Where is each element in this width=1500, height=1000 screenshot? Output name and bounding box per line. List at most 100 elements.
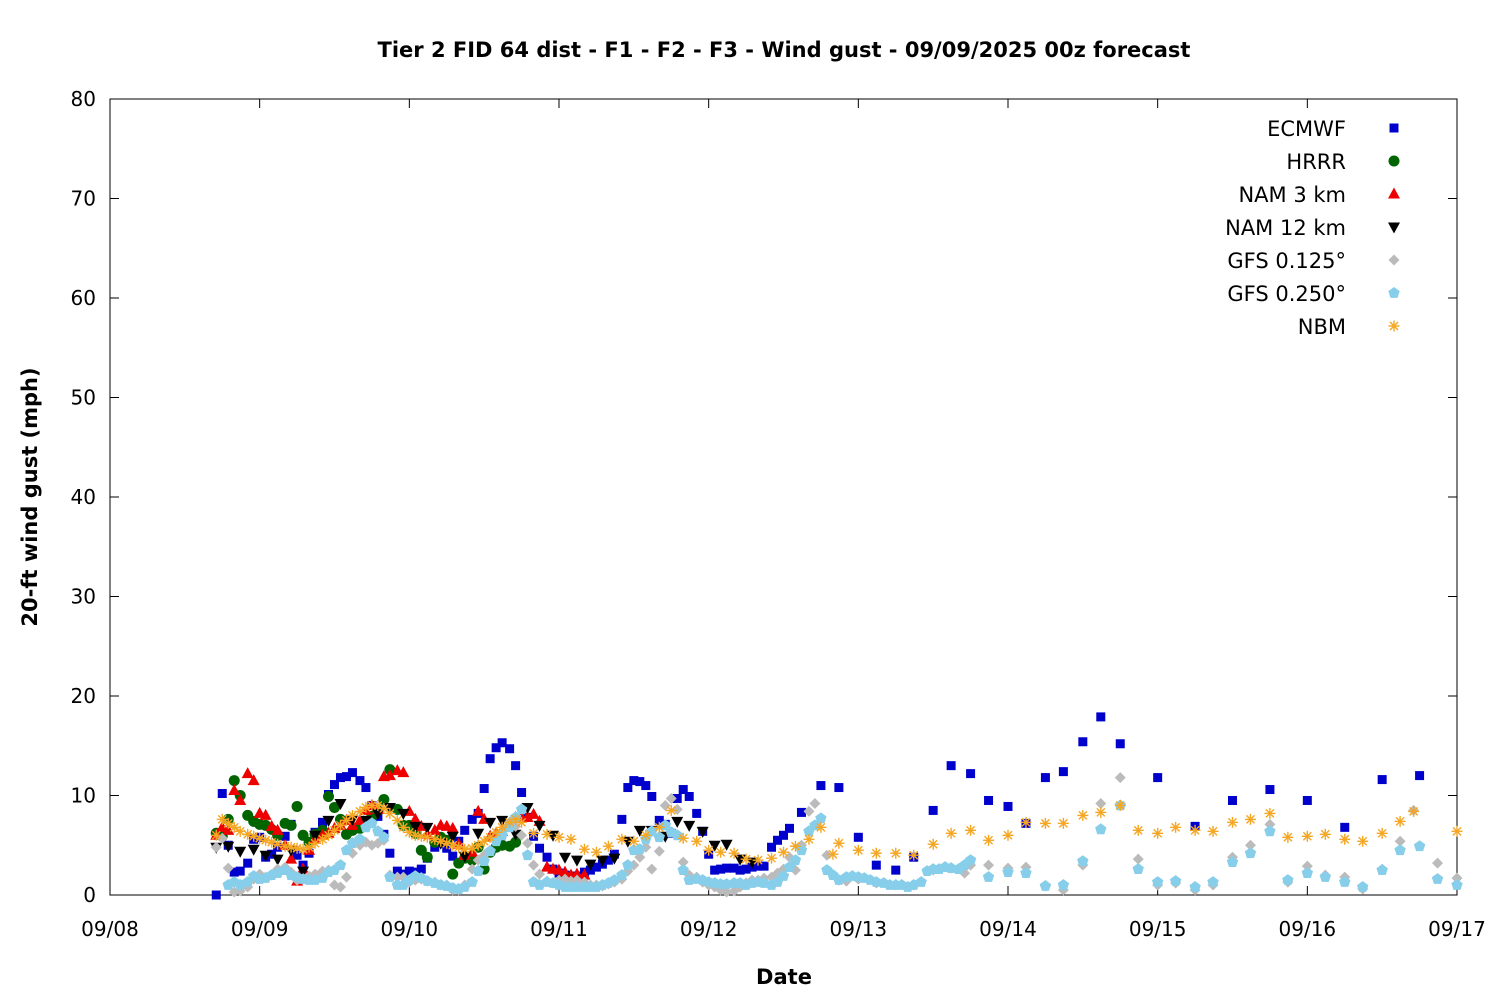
- data-point: [1376, 864, 1388, 875]
- data-point: [292, 850, 302, 860]
- data-point: [715, 846, 727, 858]
- data-point: [271, 854, 284, 866]
- data-point: [735, 865, 745, 875]
- legend-label: GFS 0.250°: [1227, 282, 1346, 306]
- data-point: [522, 837, 534, 849]
- data-point: [354, 805, 366, 817]
- data-point: [217, 789, 227, 799]
- data-point: [285, 852, 298, 864]
- data-point: [1302, 795, 1312, 805]
- y-tick-label: 80: [71, 87, 96, 111]
- data-point: [303, 841, 315, 853]
- data-point: [1207, 825, 1219, 837]
- x-tick-label: 09/08: [81, 917, 139, 941]
- data-point: [653, 821, 665, 833]
- data-point: [472, 839, 484, 851]
- x-tick-label: 09/17: [1428, 917, 1486, 941]
- data-point: [334, 881, 346, 893]
- data-point: [635, 777, 645, 787]
- data-point: [833, 837, 845, 849]
- data-point: [361, 783, 371, 793]
- data-point: [908, 849, 920, 861]
- data-point: [1244, 839, 1256, 851]
- data-point: [409, 821, 422, 833]
- data-point: [347, 768, 357, 778]
- data-point: [767, 842, 777, 852]
- data-point: [1264, 818, 1276, 830]
- data-point: [460, 825, 470, 835]
- data-point: [1003, 801, 1013, 811]
- data-point: [1058, 767, 1068, 777]
- y-tick-label: 70: [71, 187, 96, 211]
- data-point: [653, 831, 665, 843]
- data-point: [789, 854, 802, 865]
- data-point: [1244, 813, 1256, 825]
- data-point: [1408, 805, 1420, 817]
- data-point: [458, 851, 471, 863]
- data-point: [1169, 875, 1182, 886]
- data-point: [816, 781, 826, 791]
- data-point: [247, 844, 260, 856]
- data-point: [409, 829, 421, 841]
- data-point: [1132, 853, 1144, 865]
- data-point: [334, 819, 346, 831]
- data-point: [623, 783, 633, 793]
- x-axis: 09/08 09/09 09/10 09/11 09/12 09/13 09/14 09/15…: [81, 99, 1486, 941]
- data-point: [1002, 829, 1014, 841]
- data-point: [267, 849, 277, 859]
- data-point: [228, 784, 241, 796]
- x-tick-label: 09/16: [1279, 917, 1337, 941]
- data-point: [721, 886, 733, 898]
- data-point: [753, 861, 763, 871]
- data-point: [1078, 737, 1088, 747]
- data-point: [570, 867, 583, 879]
- data-point: [243, 858, 253, 868]
- data-point: [241, 767, 254, 779]
- data-point: [497, 738, 507, 748]
- data-point: [490, 826, 502, 838]
- data-point: [1415, 771, 1425, 781]
- y-tick-label: 40: [71, 485, 96, 509]
- data-point: [216, 820, 229, 832]
- data-point: [533, 820, 546, 832]
- data-point: [291, 800, 303, 812]
- data-point: [734, 854, 747, 866]
- data-marks: [210, 712, 1463, 900]
- data-point: [708, 840, 721, 852]
- data-point: [229, 867, 239, 877]
- data-point: [677, 832, 689, 844]
- data-point: [484, 817, 497, 829]
- data-point: [265, 819, 278, 831]
- data-point: [616, 869, 628, 880]
- data-point: [1339, 876, 1351, 887]
- data-point: [318, 817, 328, 827]
- x-tick-label: 09/10: [381, 917, 439, 941]
- data-point: [391, 871, 403, 883]
- data-point: [280, 831, 290, 841]
- data-point: [1132, 824, 1144, 836]
- data-point: [517, 788, 527, 798]
- y-tick-label: 10: [71, 784, 96, 808]
- data-point: [565, 833, 577, 845]
- data-point: [421, 831, 433, 843]
- data-point: [259, 850, 272, 862]
- data-point: [766, 852, 778, 864]
- data-point: [1095, 806, 1107, 818]
- series-nbm: [210, 799, 1463, 866]
- data-point: [965, 824, 977, 836]
- data-point: [852, 844, 864, 856]
- data-point: [228, 775, 240, 787]
- data-point: [222, 823, 235, 835]
- data-point: [966, 769, 976, 779]
- data-point: [446, 831, 459, 843]
- y-axis-title: 20-ft wind gust (mph): [18, 367, 42, 626]
- legend-label: NBM: [1298, 315, 1346, 339]
- data-point: [534, 868, 546, 880]
- data-point: [596, 855, 609, 867]
- data-point: [1039, 880, 1052, 891]
- data-point: [1152, 827, 1164, 839]
- data-point: [1020, 816, 1032, 828]
- legend-label: HRRR: [1286, 150, 1346, 174]
